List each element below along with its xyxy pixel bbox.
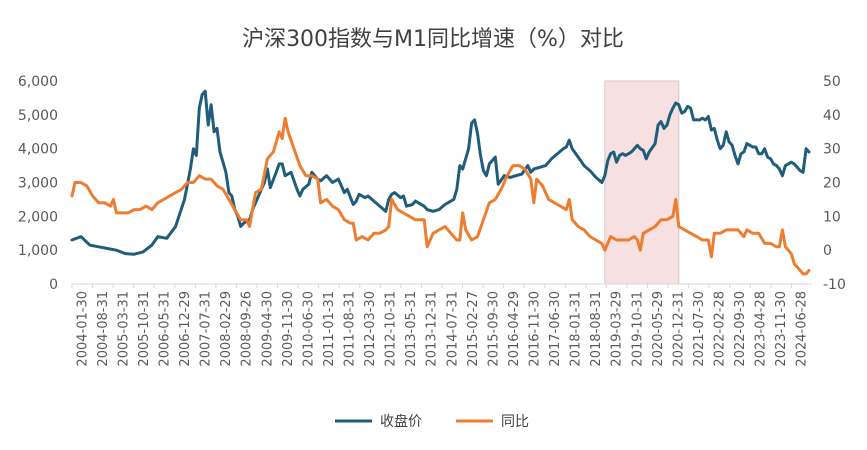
x-tick-label: 2008-09-26 [240,291,255,367]
y-right-tick-label: 40 [823,108,841,124]
x-tick-label: 2008-02-29 [219,291,234,367]
x-tick-label: 2012-03-30 [363,291,378,367]
shaded-region-layer [604,80,680,285]
x-tick-label: 2022-09-30 [733,291,748,367]
y-left-tick-label: 5,000 [18,108,58,124]
x-tick-label: 2021-07-30 [692,291,707,367]
x-tick-label: 2009-11-30 [281,291,296,367]
x-tick-label: 2007-07-31 [199,291,214,367]
x-tick-label: 2014-07-31 [445,291,460,367]
x-tick-label: 2018-01-31 [569,291,584,367]
y-left-tick-label: 1,000 [18,243,58,259]
x-tick-label: 2016-11-30 [528,291,543,367]
legend: 收盘价 同比 [335,413,529,430]
y-right-tick-label: 30 [823,142,841,158]
legend-label-yoy: 同比 [501,414,529,430]
y-right-tick-label: 10 [823,209,841,225]
y-left-tick-label: 0 [49,277,58,293]
x-tick-label: 2009-04-30 [260,291,275,367]
x-tick-label: 2016-04-29 [507,291,522,367]
y-right-tick-label: -10 [823,277,846,293]
chart-title: 沪深300指数与M1同比增速（%）对比 [242,27,624,52]
x-tick-label: 2017-06-30 [548,291,563,367]
y-right-tick-label: 50 [823,74,841,90]
x-tick-label: 2005-10-31 [137,291,152,367]
x-tick-label: 2020-05-29 [651,291,666,367]
x-tick-label: 2013-12-31 [425,291,440,367]
legend-label-close-price: 收盘价 [380,413,422,430]
x-tick-label: 2018-08-31 [589,291,604,367]
shaded-period [604,80,680,285]
y-left-tick-label: 6,000 [18,74,58,90]
x-tick-label: 2023-11-30 [774,291,789,367]
x-tick-label: 2005-03-31 [116,291,131,367]
x-tick-label: 2012-10-31 [384,291,399,367]
x-tick-label: 2004-01-30 [75,291,90,367]
series-line-yoy [70,116,811,276]
y-right-tick-label: 20 [823,176,841,192]
y-right-tick-label: 0 [823,243,832,259]
x-tick-label: 2023-04-28 [754,291,769,367]
x-tick-label: 2004-08-31 [96,291,111,367]
y-left-tick-label: 2,000 [18,209,58,225]
y-left-tick-label: 4,000 [18,142,58,158]
x-tick-label: 2006-05-31 [158,291,173,367]
x-tick-label: 2010-06-30 [301,291,316,367]
series-line-close-price [70,89,811,256]
x-tick-label: 2011-01-31 [322,291,337,367]
series-layer [70,89,811,276]
x-tick-label: 2019-10-31 [630,291,645,367]
x-tick-label: 2006-12-29 [178,291,193,367]
x-tick-label: 2015-09-30 [486,291,501,367]
y-left-tick-label: 3,000 [18,176,58,192]
x-tick-label: 2020-12-31 [671,291,686,367]
x-tick-label: 2013-05-31 [404,291,419,367]
x-tick-label: 2015-02-27 [466,291,481,367]
x-tick-label: 2019-03-29 [610,291,625,367]
x-tick-label: 2022-02-28 [713,291,728,367]
axes-layer: 0 1,000 2,000 3,000 4,000 5,000 6,000 -10 0 10 20 3… [18,74,846,367]
x-tick-label: 2011-08-31 [343,291,358,367]
x-tick-label: 2024-06-28 [795,291,810,367]
